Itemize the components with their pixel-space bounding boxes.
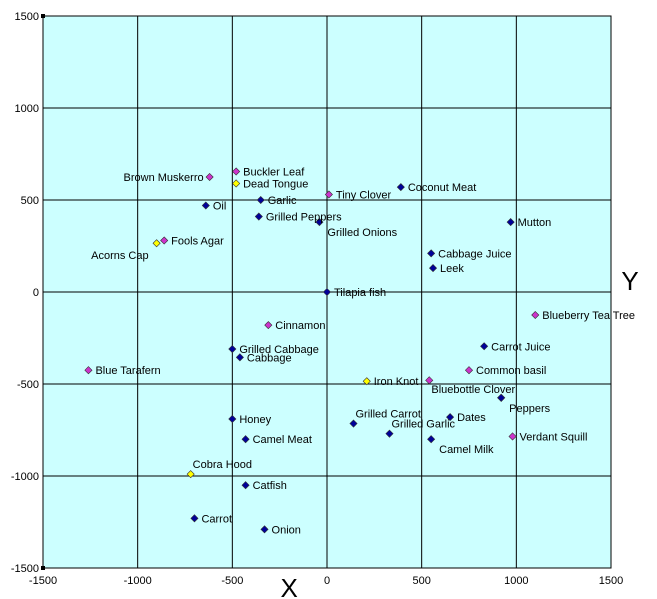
- point-label: Tiny Clover: [336, 189, 392, 201]
- axis-corner-marker: [41, 566, 45, 570]
- data-point: [315, 218, 324, 227]
- data-point: [205, 172, 214, 182]
- data-point: [349, 419, 358, 428]
- point-label: Carrot Juice: [491, 341, 550, 353]
- point-label: Verdant Squill: [520, 431, 588, 443]
- data-point: [232, 179, 241, 188]
- data-point: [396, 183, 405, 192]
- data-point: [152, 239, 161, 248]
- point-label: Cabbage: [247, 352, 292, 364]
- point-label: Grilled Carrot: [356, 409, 421, 421]
- point-label: Brown Muskerro: [124, 172, 204, 184]
- point-label: Buckler Leaf: [243, 166, 305, 178]
- data-point: [241, 435, 250, 444]
- data-point: [446, 413, 455, 422]
- x-tick-label: -500: [221, 575, 243, 587]
- x-tick-label: -1500: [29, 575, 57, 587]
- point-label: Grilled Onions: [327, 227, 397, 239]
- data-point: [264, 321, 273, 330]
- point-label: Peppers: [509, 403, 550, 415]
- data-point: [324, 190, 333, 199]
- point-label: Cinnamon: [275, 320, 325, 332]
- x-tick-label: 1000: [504, 575, 528, 587]
- data-point: [508, 432, 517, 441]
- data-point: [190, 514, 199, 523]
- point-label: Onion: [272, 524, 301, 536]
- data-point: [232, 167, 241, 176]
- point-label: Cabbage Juice: [438, 248, 511, 260]
- point-label: Grilled Garlic: [391, 419, 455, 431]
- data-point: [506, 218, 515, 227]
- y-tick-label: 0: [33, 287, 39, 299]
- point-label: Grilled Peppers: [266, 212, 342, 224]
- y-tick-label: -1500: [11, 563, 39, 575]
- data-point: [260, 525, 269, 534]
- data-point: [241, 481, 250, 490]
- y-axis-title: Y: [621, 266, 638, 296]
- point-label: Leek: [440, 263, 464, 275]
- point-label: Iron Knot: [374, 376, 419, 388]
- point-label: Camel Meat: [253, 434, 312, 446]
- data-point: [425, 376, 434, 385]
- data-point: [186, 470, 195, 479]
- data-point: [464, 366, 474, 375]
- y-tick-label: 1500: [15, 11, 39, 23]
- point-label: Dates: [457, 412, 486, 424]
- data-point: [228, 345, 237, 354]
- data-points: [84, 167, 540, 534]
- point-label: Grilled Cabbage: [239, 344, 318, 356]
- data-point: [201, 201, 210, 210]
- point-label: Oil: [213, 201, 226, 213]
- point-label: Fools Agar: [171, 235, 224, 247]
- x-tick-label: 0: [324, 575, 330, 587]
- point-label: Blue Tarafern: [95, 365, 160, 377]
- data-point: [480, 342, 489, 351]
- x-axis-title: X: [280, 573, 297, 599]
- x-tick-label: 1500: [599, 575, 623, 587]
- point-label: Garlic: [268, 195, 297, 207]
- data-point: [84, 366, 93, 375]
- point-label: Tilapia fish: [334, 287, 386, 299]
- data-point: [235, 353, 244, 362]
- data-point: [531, 310, 540, 320]
- point-label: Mutton: [518, 217, 552, 229]
- point-label: Camel Milk: [439, 444, 494, 456]
- data-point: [429, 264, 438, 273]
- y-tick-label: 1000: [15, 103, 39, 115]
- data-point: [228, 414, 237, 423]
- point-label: Acorns Cap: [91, 250, 148, 262]
- data-point: [385, 429, 394, 438]
- data-point: [497, 393, 506, 402]
- y-tick-label: -1000: [11, 471, 39, 483]
- point-label: Dead Tongue: [243, 178, 308, 190]
- data-point: [427, 435, 436, 444]
- point-label: Common basil: [476, 365, 546, 377]
- data-point: [427, 249, 436, 258]
- tick-labels: -1500 -1000 -500 0 500 1000 1500 1500 1000 500 0 -5…: [11, 11, 623, 587]
- data-point: [160, 236, 169, 245]
- point-label: Honey: [239, 414, 271, 426]
- y-tick-label: -500: [17, 379, 39, 391]
- axis-corner-marker: [41, 14, 45, 18]
- point-label: Blueberry Tea Tree: [542, 310, 635, 322]
- grid-lines: [41, 14, 612, 570]
- data-point: [362, 377, 371, 386]
- point-label: Bluebottle Clover: [431, 384, 515, 396]
- point-label: Cobra Hood: [193, 459, 252, 471]
- x-tick-label: 500: [412, 575, 430, 587]
- data-point: [254, 212, 263, 221]
- data-point: [322, 287, 332, 297]
- x-tick-label: -1000: [124, 575, 152, 587]
- data-point: [256, 195, 265, 205]
- point-label: Coconut Meat: [408, 182, 476, 194]
- point-label: Carrot: [201, 513, 232, 525]
- y-tick-label: 500: [21, 195, 39, 207]
- point-label: Catfish: [253, 480, 287, 492]
